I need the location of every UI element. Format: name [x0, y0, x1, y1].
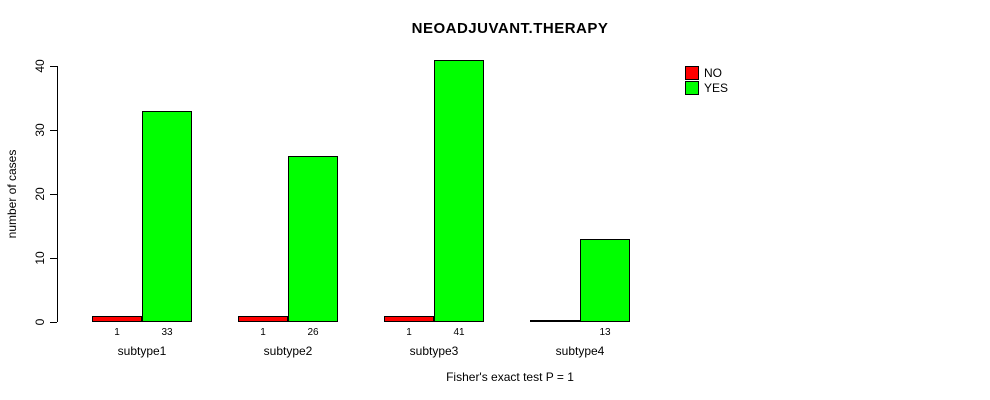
bar-value-label: 1: [260, 327, 266, 338]
bar-no-subtype1: [92, 316, 142, 322]
legend-item-yes: YES: [685, 81, 728, 95]
chart-title: NEOADJUVANT.THERAPY: [411, 20, 609, 37]
y-axis-tick-label: 10: [33, 251, 47, 265]
legend-swatch-no: [685, 66, 699, 80]
y-axis-tick-label: 0: [33, 318, 47, 326]
bar-no-subtype4-zero: [530, 320, 580, 322]
bar-yes-subtype1: [142, 111, 192, 322]
y-axis-tick: [50, 65, 57, 67]
y-axis-tick: [50, 257, 57, 259]
y-axis-label: number of cases: [5, 149, 19, 239]
bar-yes-subtype4: [580, 239, 630, 322]
bar-yes-subtype2: [288, 156, 338, 322]
bar-no-subtype3: [384, 316, 434, 322]
bar-value-label: 1: [406, 327, 412, 338]
legend-item-no: NO: [685, 66, 722, 80]
x-axis-category-label: subtype2: [263, 344, 313, 358]
y-axis-tick: [50, 193, 57, 195]
y-axis-tick: [50, 321, 57, 323]
bar-yes-subtype3: [434, 60, 484, 322]
bar-no-subtype2: [238, 316, 288, 322]
bar-value-label: 33: [161, 327, 173, 338]
y-axis-tick-label: 30: [33, 123, 47, 137]
x-axis-category-label: subtype4: [555, 344, 605, 358]
bar-value-label: 1: [114, 327, 120, 338]
legend-label: NO: [704, 66, 722, 80]
x-axis-category-label: subtype3: [409, 344, 459, 358]
bar-value-label: 41: [453, 327, 465, 338]
x-axis-category-label: subtype1: [117, 344, 167, 358]
y-axis-tick-label: 40: [33, 59, 47, 73]
y-axis-tick-label: 20: [33, 187, 47, 201]
y-axis-line: [57, 66, 58, 322]
fisher-test-caption: Fisher's exact test P = 1: [446, 370, 574, 384]
legend-label: YES: [704, 81, 729, 95]
bar-value-label: 13: [599, 327, 611, 338]
y-axis-tick: [50, 129, 57, 131]
legend-swatch-yes: [685, 81, 699, 95]
bar-value-label: 26: [307, 327, 319, 338]
